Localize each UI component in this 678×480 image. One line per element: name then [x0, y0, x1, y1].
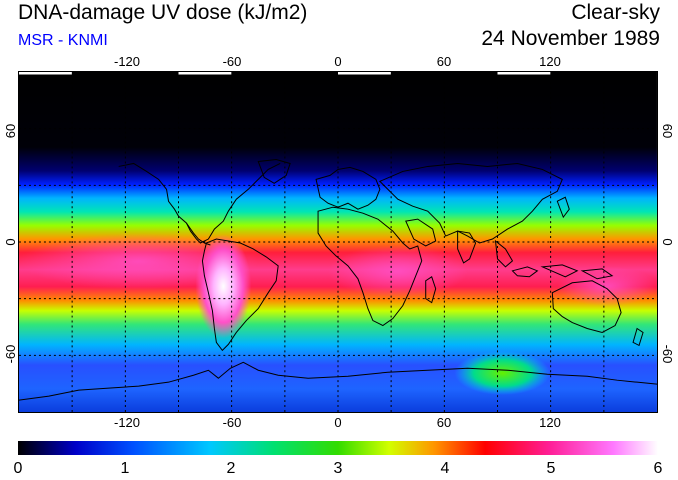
lat-tick-left-0: 0 [3, 238, 18, 246]
lon-tick-top-minus60: -60 [222, 54, 242, 69]
lon-tick-top-0: 0 [334, 54, 342, 69]
lon-tick-bottom-120: 120 [539, 415, 561, 430]
lat-tick-left-60: 60 [3, 123, 18, 139]
lat-tick-left-minus60: -60 [3, 344, 18, 364]
colorbar [18, 441, 658, 455]
uv-dose-map [18, 71, 658, 413]
colorbar-label-4: 4 [440, 460, 450, 477]
colorbar-label-2: 2 [226, 460, 236, 477]
colorbar-label-3: 3 [333, 460, 343, 477]
colorbar-label-0: 0 [13, 460, 23, 477]
sky-condition: Clear-sky [571, 1, 660, 24]
lon-tick-top-60: 60 [436, 54, 452, 69]
date-label: 24 November 1989 [481, 27, 660, 50]
coastline-and-grid [19, 72, 657, 412]
lon-tick-bottom-0: 0 [334, 415, 342, 430]
lat-tick-right-minus60: -60 [660, 344, 675, 364]
colorbar-label-6: 6 [653, 460, 663, 477]
organization-label: MSR - KNMI [18, 32, 108, 49]
lon-tick-bottom-60: 60 [436, 415, 452, 430]
lat-tick-right-60: 60 [660, 123, 675, 139]
colorbar-label-1: 1 [120, 460, 130, 477]
colorbar-label-5: 5 [546, 460, 556, 477]
lon-tick-bottom-minus120: -120 [113, 415, 141, 430]
title: DNA-damage UV dose (kJ/m2) [18, 1, 308, 24]
lat-tick-right-0: 0 [660, 238, 675, 246]
lon-tick-top-minus120: -120 [113, 54, 141, 69]
lon-tick-bottom-minus60: -60 [222, 415, 242, 430]
lon-tick-top-120: 120 [539, 54, 561, 69]
